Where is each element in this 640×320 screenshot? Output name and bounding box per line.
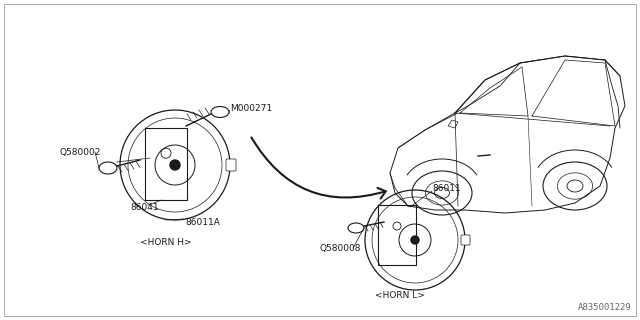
Text: Q580002: Q580002 <box>60 148 101 156</box>
Circle shape <box>170 160 180 170</box>
Text: <HORN L>: <HORN L> <box>375 291 425 300</box>
Circle shape <box>411 236 419 244</box>
Bar <box>378 205 416 265</box>
Text: A835001229: A835001229 <box>579 303 632 312</box>
Bar <box>145 128 187 200</box>
Text: 86011: 86011 <box>432 183 461 193</box>
Text: <HORN H>: <HORN H> <box>140 237 191 246</box>
FancyArrowPatch shape <box>252 137 386 199</box>
Text: 86041: 86041 <box>130 203 159 212</box>
Text: 86011A: 86011A <box>185 218 220 227</box>
Text: M000271: M000271 <box>230 103 272 113</box>
FancyBboxPatch shape <box>461 235 470 245</box>
FancyBboxPatch shape <box>226 159 236 171</box>
Text: Q580008: Q580008 <box>320 244 362 252</box>
